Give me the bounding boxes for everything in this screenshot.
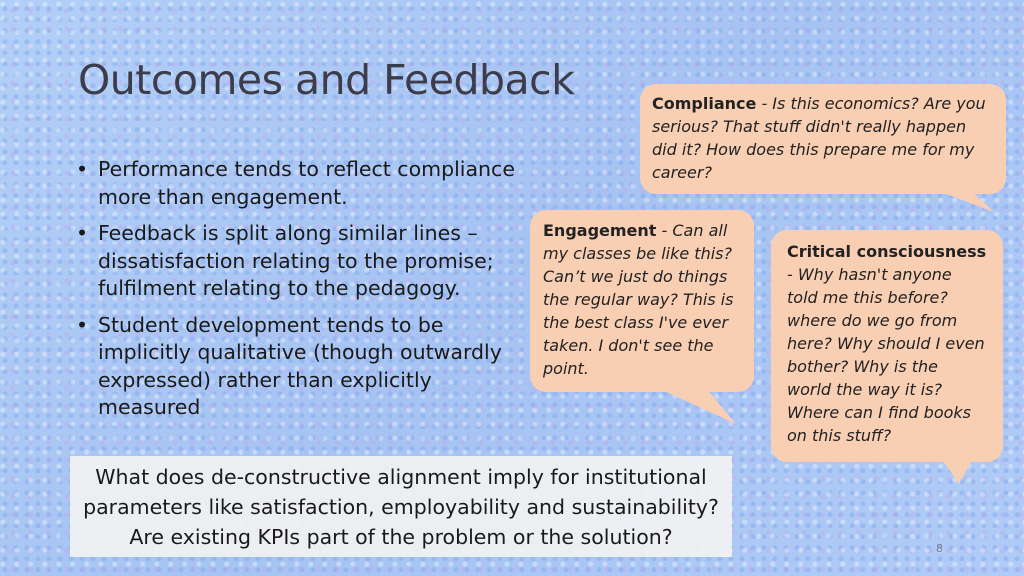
compliance-speech-bubble: Compliance - Is this economics? Are you … [640, 84, 1006, 212]
speech-tail-icon [936, 190, 994, 212]
slide-title: Outcomes and Feedback [78, 56, 575, 104]
page-number: 8 [936, 542, 943, 555]
bullet-item: • Student development tends to be implic… [74, 312, 524, 422]
engagement-speech-bubble: Engagement - Can all my classes be like … [530, 210, 754, 424]
critical-consciousness-heading: Critical consciousness [787, 242, 987, 261]
compliance-heading: Compliance [652, 94, 757, 113]
discussion-question-text: What does de-constructive alignment impl… [83, 465, 719, 549]
speech-tail-icon [941, 458, 973, 484]
bullet-item: • Feedback is split along similar lines … [74, 220, 524, 303]
bullet-item: • Performance tends to reflect complianc… [74, 156, 524, 211]
engagement-heading: Engagement [543, 221, 657, 240]
bullet-text: Performance tends to reflect compliance … [98, 157, 515, 209]
critical-consciousness-text: - Why hasn't anyone told me this before?… [787, 265, 985, 445]
speech-tail-icon [658, 388, 736, 424]
bullet-dot-icon: • [76, 157, 89, 181]
discussion-question-box: What does de-constructive alignment impl… [70, 456, 732, 557]
bullet-text: Feedback is split along similar lines – … [98, 221, 494, 300]
bullet-dot-icon: • [76, 221, 89, 245]
bullet-text: Student development tends to be implicit… [98, 312, 502, 420]
engagement-text: - Can all my classes be like this? Can’t… [543, 221, 734, 378]
bullet-dot-icon: • [76, 312, 89, 337]
compliance-text: - Is this economics? Are you serious? Th… [652, 94, 986, 182]
bullet-list: • Performance tends to reflect complianc… [74, 156, 524, 431]
critical-consciousness-speech-bubble: Critical consciousness - Why hasn't anyo… [771, 230, 1003, 484]
